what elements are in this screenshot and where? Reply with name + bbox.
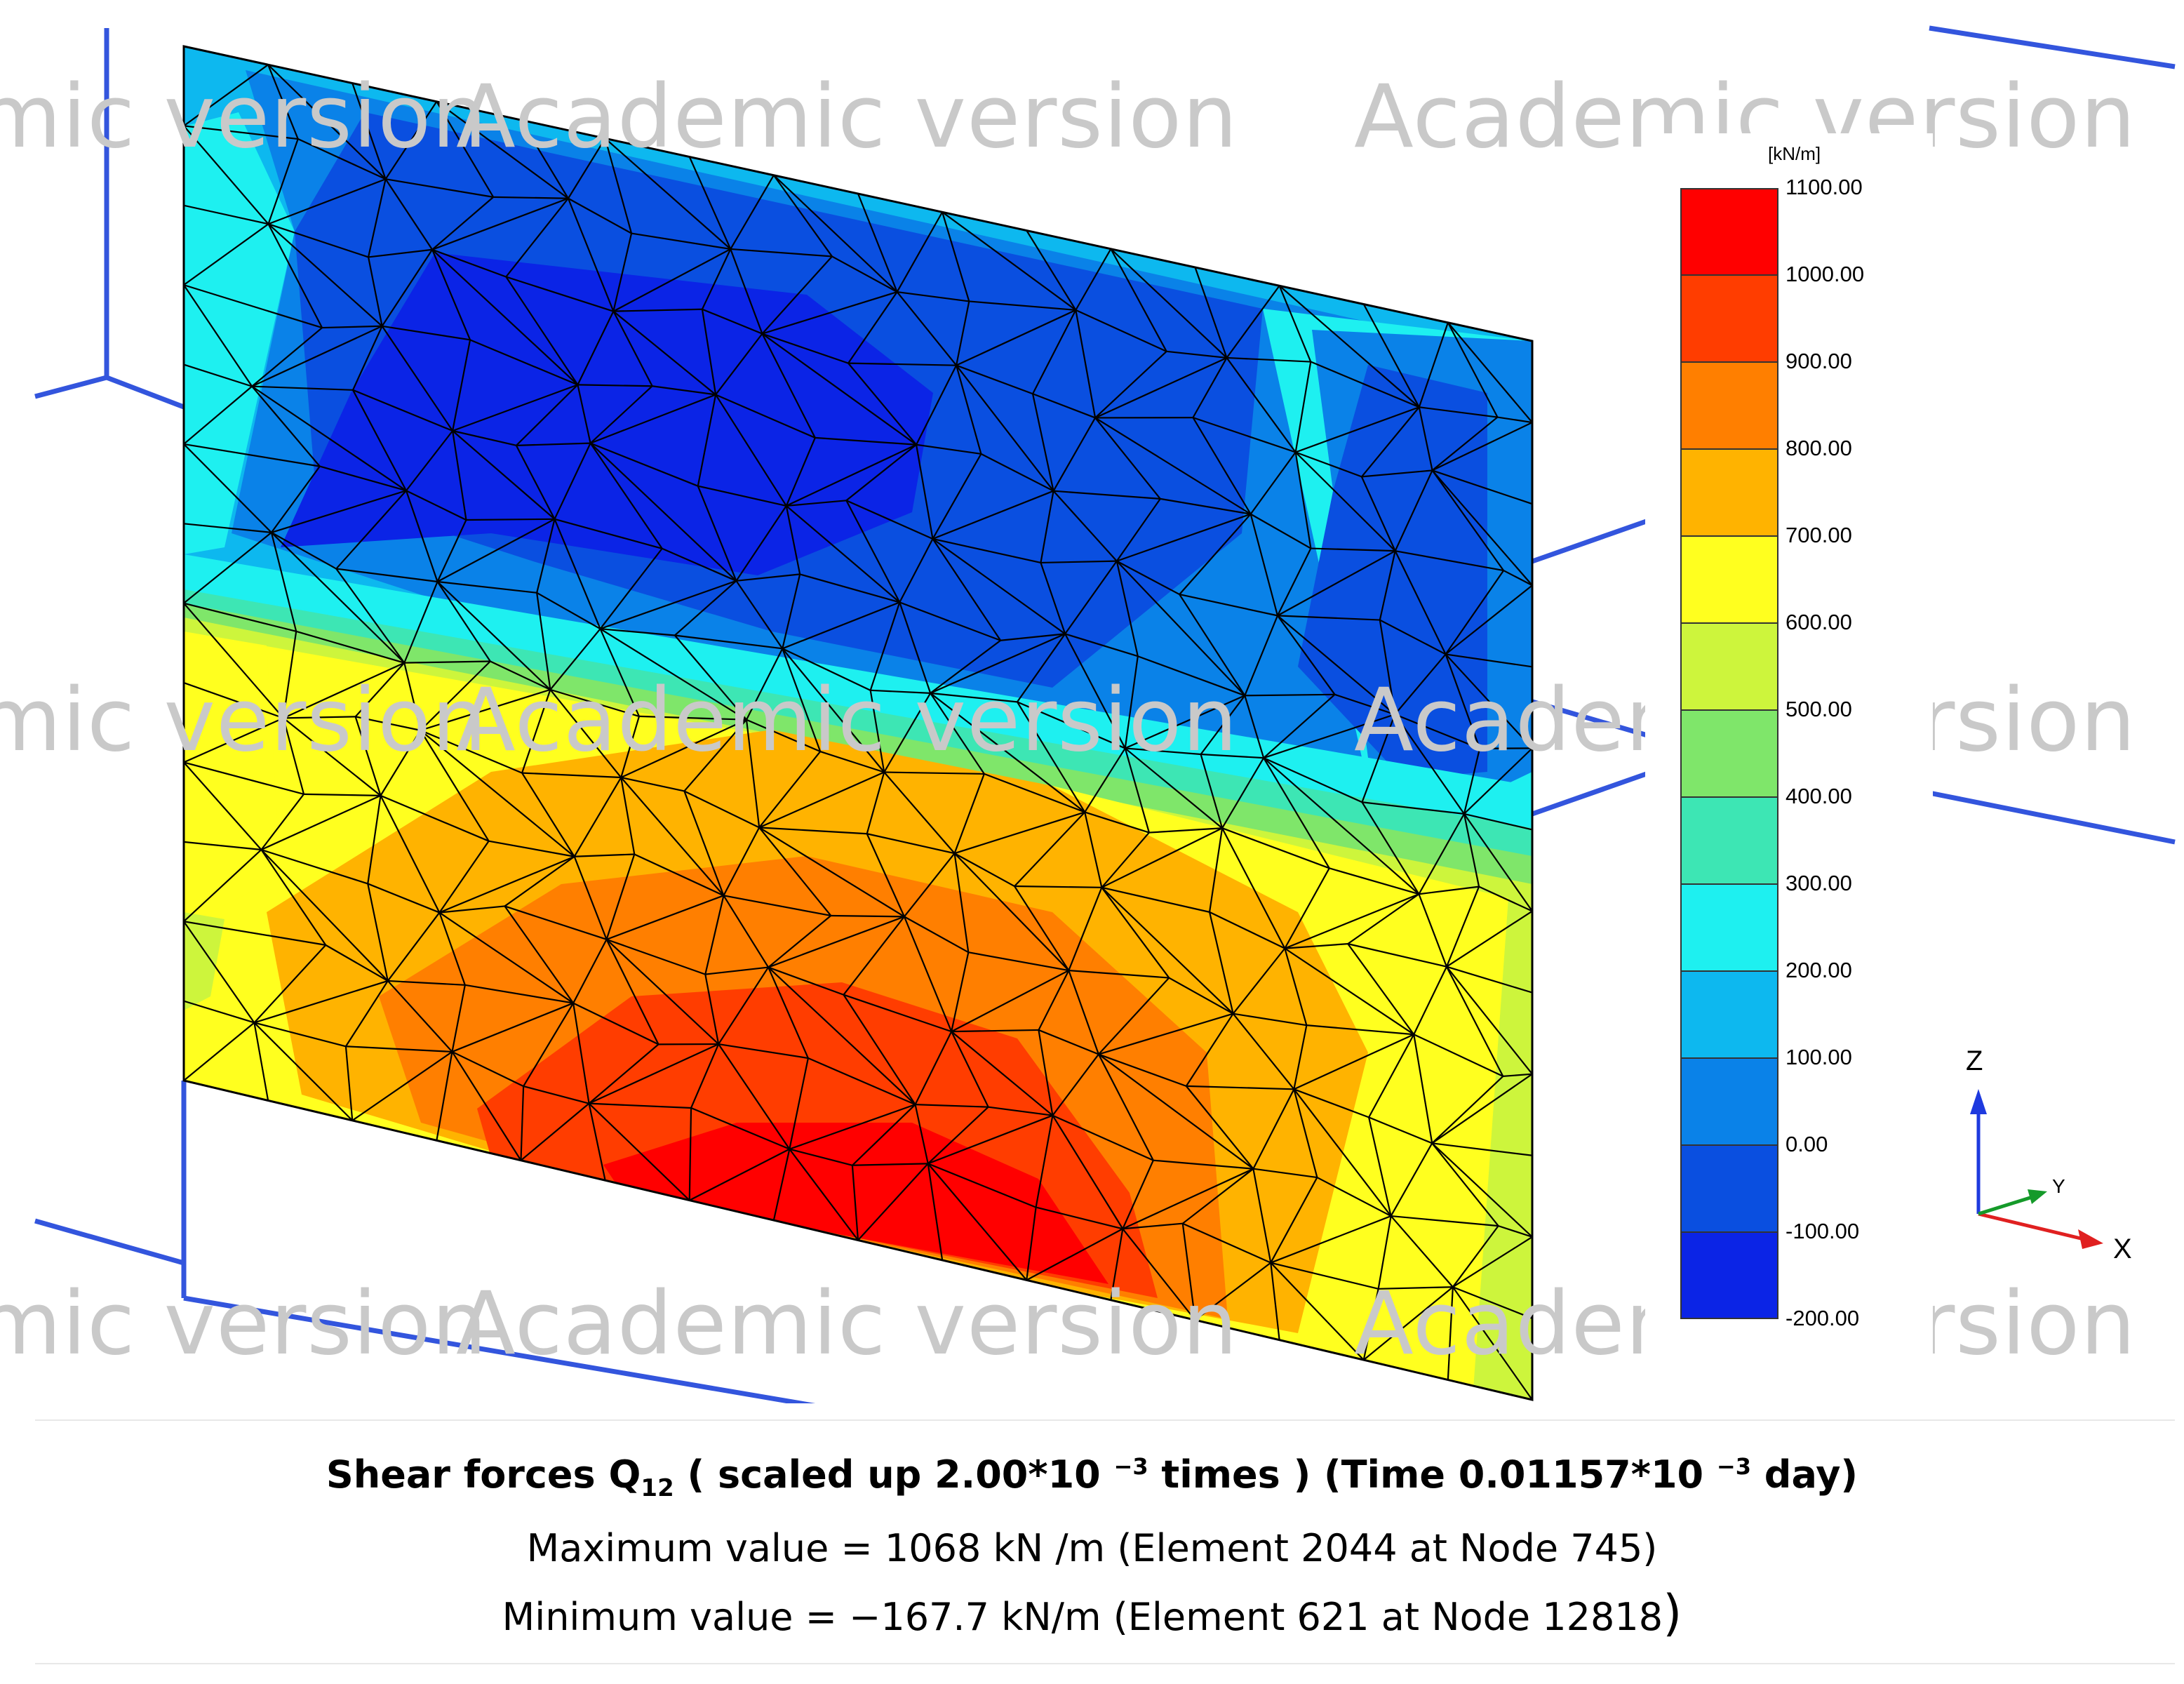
contour-bands [184,70,1532,1400]
legend-level-label: 400.00 [1786,784,1852,808]
legend-level-label: -100.00 [1786,1219,1860,1243]
caption-min-value: Minimum value = −167.7 kN/m (Element 621… [502,1584,1682,1642]
x-axis-label: X [2113,1234,2132,1264]
caption-title: Shear forces Q12 ( scaled up 2.00*10 −3 … [326,1452,1858,1502]
x-axis-icon [1978,1212,2084,1241]
legend-band [1680,188,1778,275]
legend-level-label: 100.00 [1786,1045,1852,1069]
legend-band [1680,1058,1778,1145]
shear-force-contour-plot [34,25,2176,1413]
z-axis-label: Z [1966,1045,1983,1076]
legend-level-label: 0.00 [1786,1132,1828,1156]
y-axis-label: Y [2052,1175,2065,1197]
band-darkest-blue [281,253,933,575]
band-yellow-edge-left [184,632,281,926]
legend-band [1680,623,1778,710]
legend-level-label: -200.00 [1786,1306,1860,1330]
legend-level-label: 1100.00 [1786,175,1863,199]
axis-triad [1970,1089,2103,1249]
legend-level-label: 1000.00 [1786,262,1865,286]
caption-top-divider [35,1419,2175,1421]
band-mid-blue-right [1298,365,1487,779]
legend-band [1680,449,1778,536]
y-axis-icon [1978,1194,2035,1216]
legend-band [1680,536,1778,623]
legend-level-label: 500.00 [1786,697,1852,721]
legend-level-label: 800.00 [1786,436,1852,460]
legend-band [1680,275,1778,362]
shell-wall [184,46,1532,1400]
legend-level-label: 200.00 [1786,958,1852,982]
figure-caption: Shear forces Q12 ( scaled up 2.00*10 −3 … [0,1438,2184,1650]
caption-bottom-divider [35,1663,2175,1664]
band-cyan-strip [184,554,1532,828]
legend-band [1680,1145,1778,1232]
legend-band [1680,884,1778,971]
legend-band [1680,1232,1778,1319]
color-scale-bar [1680,188,1778,1319]
legend-level-label: 600.00 [1786,610,1852,634]
legend-band [1680,971,1778,1058]
legend-level-label: 300.00 [1786,871,1852,895]
reference-frame-lines [34,25,2176,1413]
legend-level-label: 900.00 [1786,349,1852,373]
legend-level-label: 700.00 [1786,523,1852,547]
caption-max-value: Maximum value = 1068 kN /m (Element 2044… [526,1525,1658,1570]
legend-unit: [kN/m] [1768,143,1821,164]
legend-band [1680,362,1778,449]
wall-outline [182,45,1534,1401]
legend-band [1680,710,1778,797]
legend-band [1680,797,1778,884]
model-viewport[interactable]: Academic version Academic version Academ… [0,0,2184,1413]
